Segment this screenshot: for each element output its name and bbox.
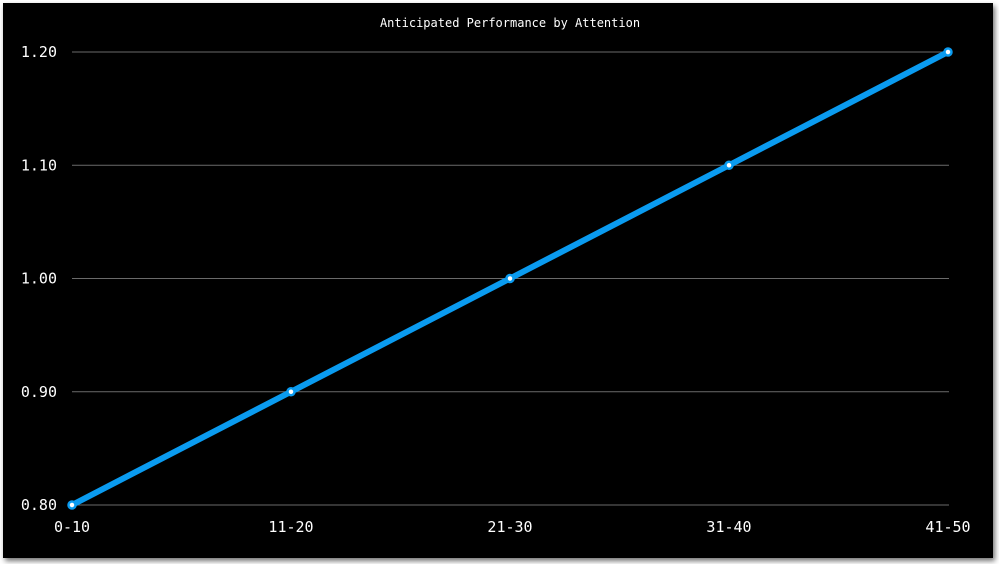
y-axis-tick-labels: 0.80 0.90 1.00 1.10 1.20 [21, 43, 57, 514]
y-tick-label: 1.20 [21, 43, 57, 61]
y-tick-label: 1.10 [21, 156, 57, 174]
x-axis-tick-labels: 0-10 11-20 21-30 31-40 41-50 [54, 518, 971, 536]
data-point [505, 273, 515, 284]
line-chart: Anticipated Performance by Attention 0.8… [21, 16, 971, 536]
y-tick-label: 0.80 [21, 496, 57, 514]
data-point [286, 387, 296, 397]
series-layer [67, 47, 953, 510]
x-tick-label: 0-10 [54, 518, 90, 536]
chart-frame: Anticipated Performance by Attention 0.8… [3, 3, 993, 558]
data-point [724, 160, 734, 170]
y-tick-label: 1.00 [21, 270, 57, 288]
chart-title: Anticipated Performance by Attention [380, 16, 640, 30]
x-tick-label: 21-30 [487, 518, 532, 536]
data-point [943, 47, 953, 57]
data-point [67, 500, 77, 510]
x-tick-label: 11-20 [268, 518, 313, 536]
y-tick-label: 0.90 [21, 383, 57, 401]
x-tick-label: 31-40 [706, 518, 751, 536]
x-tick-label: 41-50 [925, 518, 970, 536]
